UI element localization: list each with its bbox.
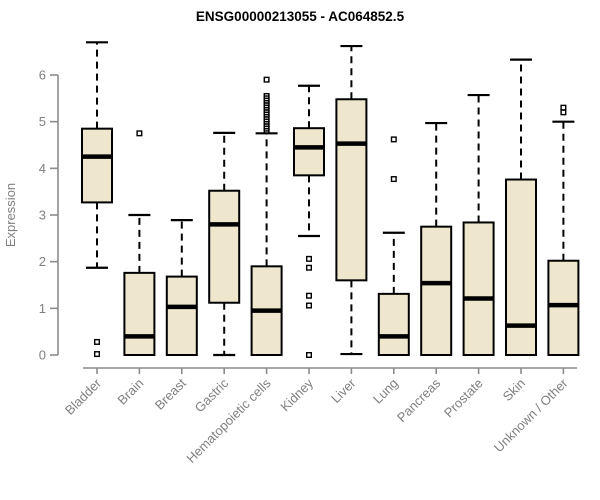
outlier-point	[306, 292, 313, 299]
outlier-point	[93, 351, 100, 358]
outlier-point	[390, 136, 397, 143]
outlier-point	[560, 104, 567, 111]
y-tick-label: 5	[39, 114, 46, 129]
plot-area: 0 1 2 3 4 5 6 Bladder Brain Breast GastricHematopo…	[39, 41, 580, 466]
x-category-label: Pancreas	[394, 375, 444, 425]
box-rect	[208, 189, 241, 304]
x-category-label: Breast	[152, 375, 189, 412]
x-category-label: Unknown / Other	[491, 375, 571, 455]
box-group	[293, 84, 325, 359]
box-group	[81, 41, 113, 358]
box-group	[250, 76, 283, 357]
box-group	[377, 136, 410, 357]
box-rect	[123, 271, 156, 356]
y-axis-title: Expression	[3, 183, 18, 247]
box-rect	[377, 292, 410, 357]
x-category-label: Skin	[500, 376, 528, 404]
x-category-label: Liver	[328, 375, 359, 406]
y-tick-label: 0	[39, 348, 46, 363]
box-rect	[420, 225, 453, 356]
box-group	[123, 130, 156, 356]
box-group	[165, 219, 198, 357]
outlier-point	[263, 76, 270, 83]
box-rect	[335, 98, 368, 282]
outlier-point	[136, 130, 143, 137]
y-tick-label: 3	[39, 208, 46, 223]
box-group	[462, 93, 495, 356]
x-category-label: Prostate	[441, 376, 486, 421]
box-group	[208, 131, 241, 357]
x-category-label: Gastric	[192, 375, 232, 415]
box-rect	[81, 127, 113, 204]
outlier-point	[306, 352, 313, 359]
x-category-label: Kidney	[277, 375, 316, 414]
outlier-point	[93, 338, 100, 345]
box-rect	[293, 127, 325, 177]
y-tick-label: 4	[39, 161, 46, 176]
outlier-point	[306, 264, 313, 271]
y-tick-label: 1	[39, 301, 46, 316]
box-rect	[547, 259, 580, 357]
y-tick-label: 2	[39, 254, 46, 269]
x-category-label: Brain	[114, 376, 146, 408]
chart-title: ENSG00000213055 - AC064852.5	[196, 9, 405, 24]
outlier-point	[306, 255, 313, 262]
box-rect	[165, 275, 198, 357]
outlier-point	[306, 302, 313, 309]
x-category-label: Lung	[370, 376, 401, 407]
box-rect	[462, 221, 495, 356]
x-category-label: Bladder	[62, 375, 105, 418]
box-group	[335, 44, 368, 356]
outlier-point	[390, 176, 397, 183]
outlier-point	[560, 109, 567, 116]
x-category-label: Hematopoietic cells	[183, 375, 274, 466]
box-group	[505, 58, 537, 356]
y-tick-label: 6	[39, 68, 46, 83]
box-rect	[505, 178, 537, 356]
box-group	[420, 121, 453, 356]
outlier-point	[263, 127, 270, 134]
box-group	[547, 104, 580, 357]
